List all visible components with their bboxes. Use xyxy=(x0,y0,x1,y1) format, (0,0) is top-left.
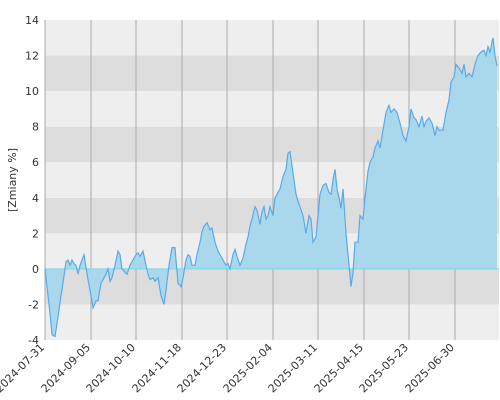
y-tick-label: 8 xyxy=(32,121,39,134)
y-tick-label: 6 xyxy=(32,156,39,169)
grid-band xyxy=(45,268,499,305)
grid-band xyxy=(45,304,499,340)
grid-band xyxy=(45,55,499,92)
y-tick-label: -4 xyxy=(28,334,39,347)
y-axis-label: [Zmiany %] xyxy=(6,148,19,212)
y-tick-label: 2 xyxy=(32,227,39,240)
y-tick-label: 14 xyxy=(25,14,39,27)
y-tick-label: 4 xyxy=(32,192,39,205)
area-fill xyxy=(45,37,497,337)
line xyxy=(44,37,498,338)
grid-band xyxy=(45,20,499,56)
x-tick-label: 2025-06-30 xyxy=(403,341,457,395)
y-tick-label: -2 xyxy=(28,298,39,311)
y-tick-label: 12 xyxy=(25,50,39,63)
y-tick-label: 0 xyxy=(32,263,39,276)
y-tick-label: 10 xyxy=(25,85,39,98)
